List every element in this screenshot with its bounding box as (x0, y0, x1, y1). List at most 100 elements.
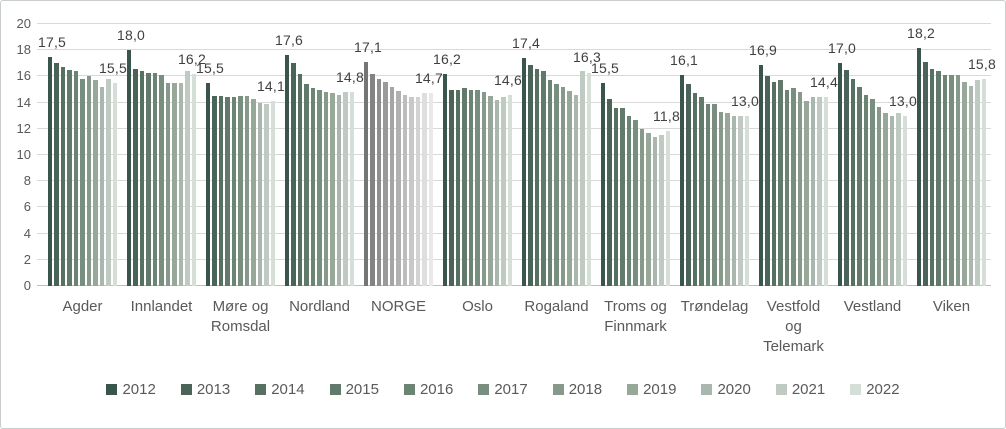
bar-2015[interactable] (225, 97, 230, 286)
bar-2022[interactable] (902, 115, 907, 286)
bar-2013[interactable] (844, 69, 849, 286)
bar-2018[interactable] (560, 86, 566, 286)
bar-2017[interactable] (633, 119, 638, 286)
bar-2016[interactable] (863, 94, 869, 286)
bar-2018[interactable] (481, 92, 487, 286)
bar-2014[interactable] (297, 73, 303, 286)
bar-2014[interactable] (139, 71, 145, 286)
bar-2017[interactable] (80, 79, 85, 286)
bar-2020[interactable] (178, 83, 184, 286)
bar-2017[interactable] (159, 75, 164, 286)
legend-item-2014[interactable]: 2014 (255, 381, 305, 398)
bar-2020[interactable] (415, 97, 421, 286)
legend-item-2019[interactable]: 2019 (627, 381, 676, 398)
bar-2013[interactable] (528, 64, 533, 286)
bar-2021[interactable] (738, 115, 743, 286)
bar-2019[interactable] (488, 96, 493, 286)
bar-2022[interactable] (744, 115, 749, 286)
legend-item-2015[interactable]: 2015 (329, 381, 379, 398)
bar-2018[interactable] (797, 92, 803, 286)
legend-item-2020[interactable]: 2020 (701, 381, 751, 398)
bar-2016[interactable] (310, 88, 316, 286)
bar-2013[interactable] (133, 68, 138, 286)
bar-2013[interactable] (54, 63, 59, 286)
bar-2012[interactable] (285, 55, 290, 286)
bar-2022[interactable] (665, 131, 670, 286)
bar-2015[interactable] (936, 71, 941, 286)
bar-2019[interactable] (172, 83, 177, 286)
bar-2017[interactable] (238, 96, 243, 286)
bar-2017[interactable] (949, 75, 954, 286)
bar-2012[interactable] (206, 83, 211, 286)
bar-2021[interactable] (185, 71, 190, 286)
bar-2022[interactable] (428, 93, 433, 286)
bar-2014[interactable] (60, 67, 66, 286)
bar-2022[interactable] (270, 101, 275, 286)
bar-2020[interactable] (889, 115, 895, 286)
bar-2017[interactable] (712, 103, 717, 286)
legend-item-2012[interactable]: 2012 (106, 381, 156, 398)
bar-2016[interactable] (468, 89, 474, 286)
bar-2016[interactable] (626, 115, 632, 286)
bar-2012[interactable] (759, 64, 764, 286)
bar-2019[interactable] (567, 90, 572, 286)
bar-2012[interactable] (364, 62, 369, 286)
bar-2015[interactable] (383, 81, 388, 286)
bar-2019[interactable] (725, 113, 730, 286)
bar-2014[interactable] (850, 79, 856, 286)
bar-2012[interactable] (443, 73, 448, 286)
bar-2012[interactable] (917, 47, 922, 286)
bar-2022[interactable] (586, 72, 591, 286)
bar-2018[interactable] (86, 76, 92, 286)
bar-2013[interactable] (291, 63, 296, 286)
bar-2015[interactable] (857, 86, 862, 286)
bar-2013[interactable] (607, 98, 612, 286)
bar-2015[interactable] (699, 97, 704, 286)
bar-2019[interactable] (804, 101, 809, 286)
bar-2016[interactable] (152, 72, 158, 286)
bar-2017[interactable] (554, 84, 559, 286)
bar-2020[interactable] (810, 97, 816, 286)
bar-2022[interactable] (823, 97, 828, 286)
bar-2018[interactable] (718, 111, 724, 286)
bar-2012[interactable] (522, 58, 527, 286)
bar-2015[interactable] (620, 107, 625, 286)
bar-2020[interactable] (257, 102, 263, 286)
bar-2013[interactable] (212, 96, 217, 286)
bar-2019[interactable] (883, 113, 888, 286)
bar-2012[interactable] (48, 56, 53, 286)
bar-2019[interactable] (962, 81, 967, 286)
bar-2013[interactable] (449, 89, 454, 286)
bar-2016[interactable] (231, 97, 237, 286)
bar-2020[interactable] (573, 94, 579, 286)
bar-2022[interactable] (981, 79, 986, 286)
bar-2019[interactable] (93, 80, 98, 286)
bar-2022[interactable] (349, 92, 354, 286)
bar-2016[interactable] (784, 89, 790, 286)
bar-2021[interactable] (896, 113, 901, 286)
bar-2018[interactable] (244, 96, 250, 286)
bar-2019[interactable] (251, 98, 256, 286)
bar-2018[interactable] (165, 83, 171, 286)
bar-2015[interactable] (146, 72, 151, 286)
bar-2014[interactable] (218, 96, 224, 286)
legend-item-2013[interactable]: 2013 (180, 381, 230, 398)
legend-item-2022[interactable]: 2022 (850, 381, 900, 398)
bar-2014[interactable] (613, 107, 619, 286)
bar-2017[interactable] (870, 98, 875, 286)
bar-2012[interactable] (680, 75, 685, 286)
bar-2015[interactable] (304, 84, 309, 286)
bar-2017[interactable] (396, 90, 401, 286)
legend-item-2018[interactable]: 2018 (552, 381, 602, 398)
bar-2016[interactable] (705, 103, 711, 286)
bar-2018[interactable] (639, 128, 645, 286)
bar-2020[interactable] (494, 100, 500, 286)
bar-2021[interactable] (106, 79, 111, 286)
bar-2020[interactable] (652, 136, 658, 286)
bar-2014[interactable] (692, 93, 698, 286)
bar-2019[interactable] (330, 93, 335, 286)
bar-2022[interactable] (507, 94, 512, 286)
bar-2019[interactable] (646, 132, 651, 286)
bar-2022[interactable] (191, 73, 196, 286)
